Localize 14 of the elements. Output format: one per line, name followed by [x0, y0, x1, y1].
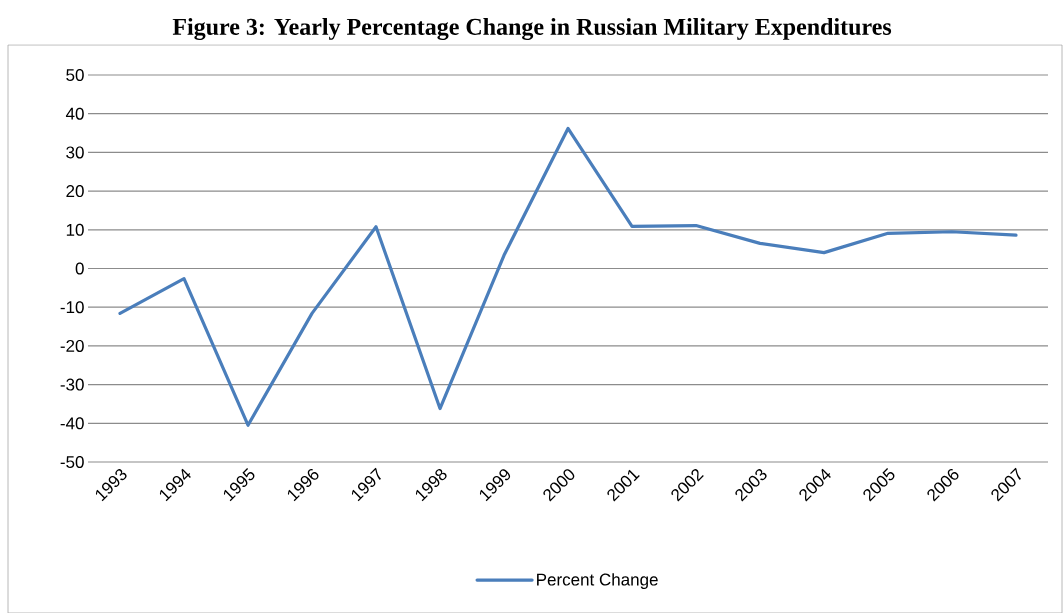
y-tick-label: 0	[75, 262, 84, 275]
y-tick-label: 20	[66, 185, 84, 198]
line-series	[118, 126, 1018, 427]
chart-title: Figure 3: Yearly Percentage Change in Russian Military Expenditures	[172, 18, 892, 40]
y-tick-label: -40	[60, 417, 84, 430]
y-tick-label: 50	[66, 68, 84, 82]
y-tick-label: -30	[60, 378, 84, 391]
y-tick-label: 30	[66, 146, 84, 159]
y-tick-label: 40	[65, 107, 84, 120]
legend-label: Percent Change	[537, 573, 658, 589]
y-tick-label: 10	[66, 223, 84, 236]
y-tick-label: -50	[60, 455, 84, 469]
y-tick-label: -20	[60, 339, 84, 352]
y-tick-label: -10	[60, 301, 84, 314]
